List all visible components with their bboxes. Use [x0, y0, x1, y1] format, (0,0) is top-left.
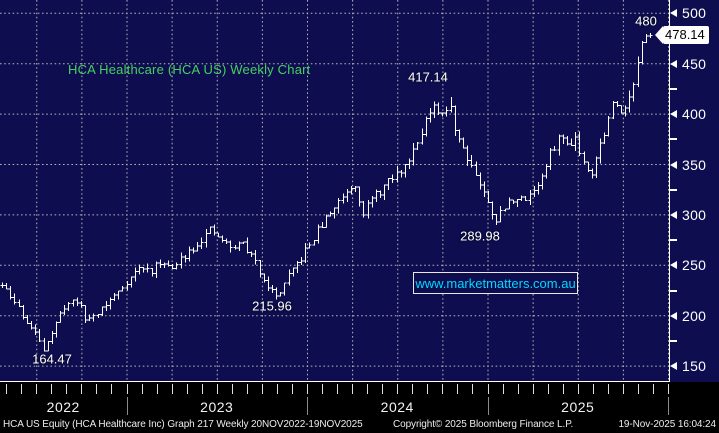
x-minor-tick — [623, 384, 624, 394]
x-minor-tick — [307, 384, 308, 394]
x-minor-tick — [352, 384, 353, 394]
x-minor-tick — [593, 384, 594, 394]
y-axis-label: 150 — [682, 358, 707, 375]
y-minor-tick — [670, 239, 677, 242]
x-year-label: 2022 — [46, 399, 80, 415]
y-tick-arrow-icon — [670, 110, 677, 119]
y-tick-arrow-icon — [670, 261, 677, 270]
year-separator — [307, 397, 308, 415]
x-axis: 2022 2023 2024 2025 — [0, 382, 719, 415]
x-minor-tick — [608, 384, 609, 394]
x-minor-tick — [533, 384, 534, 394]
x-minor-tick — [111, 384, 112, 394]
y-axis-label: 450 — [682, 55, 707, 72]
x-year-label: 2023 — [200, 399, 234, 415]
x-minor-tick — [51, 384, 52, 394]
y-tick-arrow-icon — [670, 160, 677, 169]
chart-plot-area[interactable]: HCA Healthcare (HCA US) Weekly Chart 480… — [0, 0, 670, 382]
timestamp: 19-Nov-2025 16:04:24 — [618, 419, 716, 430]
x-minor-tick — [653, 384, 654, 394]
x-minor-tick — [21, 384, 22, 394]
status-bar: HCA US Equity (HCA Healthcare Inc) Graph… — [0, 415, 719, 433]
x-minor-tick — [578, 384, 579, 394]
x-minor-tick — [457, 384, 458, 394]
watermark-link[interactable]: www.marketmatters.com.au — [413, 272, 578, 294]
year-separator — [488, 397, 489, 415]
last-price-value: 478.14 — [663, 26, 709, 44]
x-minor-tick — [277, 384, 278, 394]
ohlc-chart-canvas — [0, 0, 669, 381]
copyright-text: Copyright© 2025 Bloomberg Finance L.P. — [393, 419, 574, 430]
x-minor-tick — [503, 384, 504, 394]
x-minor-tick — [442, 384, 443, 394]
x-minor-tick — [247, 384, 248, 394]
x-minor-tick — [548, 384, 549, 394]
year-separator — [668, 397, 669, 415]
x-minor-tick — [488, 384, 489, 394]
price-annotation: 417.14 — [408, 69, 448, 85]
x-minor-tick — [36, 384, 37, 394]
y-axis: 500 450 400 350 300 250 200 150 — [670, 0, 719, 382]
x-minor-tick — [427, 384, 428, 394]
x-minor-tick — [66, 384, 67, 394]
price-annotation: 164.47 — [32, 351, 72, 367]
x-minor-tick — [472, 384, 473, 394]
x-minor-tick — [563, 384, 564, 394]
security-description: HCA US Equity (HCA Healthcare Inc) Graph… — [3, 419, 363, 430]
ohlc-bars — [0, 33, 653, 352]
x-minor-tick — [232, 384, 233, 394]
y-axis-label: 500 — [682, 5, 707, 22]
y-axis-label: 350 — [682, 156, 707, 173]
y-axis-label: 250 — [682, 257, 707, 274]
x-minor-tick — [292, 384, 293, 394]
last-price-arrow-icon — [655, 26, 663, 44]
y-axis-label: 400 — [682, 106, 707, 123]
x-minor-tick — [397, 384, 398, 394]
y-minor-tick — [670, 87, 677, 90]
x-minor-tick — [382, 384, 383, 394]
x-year-label: 2025 — [561, 399, 595, 415]
last-price-label: 478.14 — [655, 26, 709, 44]
x-minor-tick — [187, 384, 188, 394]
y-axis-label: 200 — [682, 307, 707, 324]
x-minor-tick — [202, 384, 203, 394]
x-minor-tick — [172, 384, 173, 394]
x-minor-tick — [127, 384, 128, 394]
y-axis-label: 300 — [682, 206, 707, 223]
chart-title: HCA Healthcare (HCA US) Weekly Chart — [68, 62, 311, 77]
y-minor-tick — [670, 289, 677, 292]
y-minor-tick — [670, 138, 677, 141]
y-tick-arrow-icon — [670, 9, 677, 18]
price-annotation: 215.96 — [252, 298, 292, 314]
x-minor-tick — [81, 384, 82, 394]
x-year-label: 2024 — [380, 399, 414, 415]
y-tick-arrow-icon — [670, 59, 677, 68]
x-minor-tick — [367, 384, 368, 394]
x-minor-tick — [217, 384, 218, 394]
x-minor-tick — [96, 384, 97, 394]
x-minor-tick — [157, 384, 158, 394]
y-minor-tick — [670, 188, 677, 191]
year-separator — [127, 397, 128, 415]
x-minor-tick — [6, 384, 7, 394]
y-minor-tick — [670, 339, 677, 342]
x-minor-tick — [337, 384, 338, 394]
y-tick-arrow-icon — [670, 210, 677, 219]
y-tick-arrow-icon — [670, 362, 677, 371]
x-minor-tick — [668, 384, 669, 394]
x-minor-tick — [262, 384, 263, 394]
price-annotation: 289.98 — [460, 228, 500, 244]
y-tick-arrow-icon — [670, 311, 677, 320]
x-minor-tick — [518, 384, 519, 394]
x-minor-tick — [638, 384, 639, 394]
price-annotation: 480 — [635, 13, 657, 29]
x-minor-tick — [322, 384, 323, 394]
x-minor-tick — [412, 384, 413, 394]
x-minor-tick — [142, 384, 143, 394]
